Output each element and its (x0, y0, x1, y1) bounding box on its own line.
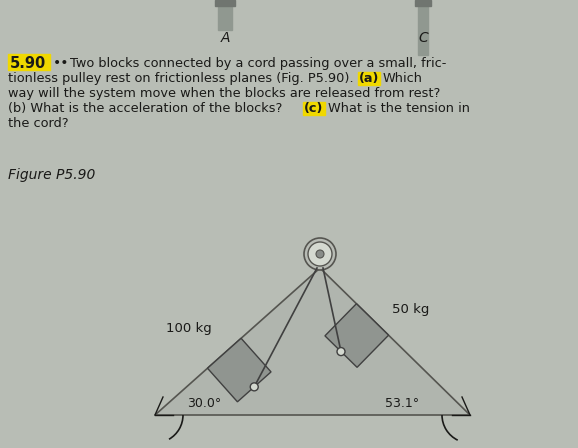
Text: (b) What is the acceleration of the blocks?: (b) What is the acceleration of the bloc… (8, 102, 283, 115)
Text: way will the system move when the blocks are released from rest?: way will the system move when the blocks… (8, 86, 440, 99)
Text: Two blocks connected by a cord passing over a small, fric-: Two blocks connected by a cord passing o… (70, 56, 446, 69)
Polygon shape (325, 304, 388, 367)
Text: 5.90: 5.90 (10, 56, 46, 70)
Text: A: A (220, 31, 229, 45)
Bar (8, 54, 50, 70)
Text: Which: Which (383, 72, 423, 85)
Bar (215, 0, 235, 6)
Bar (418, 0, 428, 55)
Text: 100 kg: 100 kg (166, 322, 212, 335)
Circle shape (316, 250, 324, 258)
Text: Figure P5.90: Figure P5.90 (8, 168, 95, 182)
Bar (218, 0, 232, 30)
Text: (a): (a) (359, 72, 379, 85)
Text: (c): (c) (304, 102, 323, 115)
Bar (358, 72, 380, 85)
Circle shape (304, 238, 336, 270)
Text: the cord?: the cord? (8, 116, 69, 129)
Circle shape (337, 348, 345, 356)
Text: 53.1°: 53.1° (385, 396, 419, 409)
Text: 50 kg: 50 kg (392, 303, 430, 316)
Circle shape (308, 242, 332, 266)
Text: tionless pulley rest on frictionless planes (Fig. P5.90).: tionless pulley rest on frictionless pla… (8, 72, 354, 85)
Bar (303, 102, 325, 115)
Text: C: C (418, 31, 428, 45)
Bar (415, 0, 431, 6)
Polygon shape (155, 268, 470, 415)
Text: 30.0°: 30.0° (187, 396, 221, 409)
Polygon shape (208, 338, 271, 402)
Text: ••: •• (53, 56, 69, 70)
Text: What is the tension in: What is the tension in (328, 102, 470, 115)
Circle shape (250, 383, 258, 391)
